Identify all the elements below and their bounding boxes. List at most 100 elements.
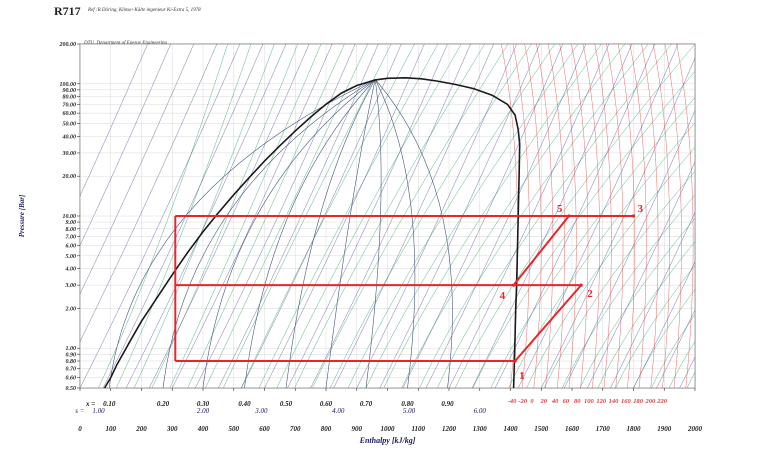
cycle-point-label: 2	[587, 288, 593, 300]
chart-reference: Ref :R.Döring, Klima+Kälte ingenieur Ki-…	[88, 8, 201, 13]
isentrope-line	[287, 44, 448, 388]
isochore-line	[651, 314, 695, 388]
cycle-point-marker	[513, 359, 517, 363]
y-tick-label: 4.00	[65, 267, 77, 273]
quality-label: 0.10	[103, 400, 116, 408]
x-tick-label: 900	[352, 425, 363, 433]
isotherm-line	[594, 44, 612, 388]
isentrope-line	[80, 44, 148, 197]
y-tick-label: 80.00	[63, 95, 77, 101]
y-tick-label: 1.00	[66, 346, 77, 352]
isochore-line	[490, 97, 695, 388]
quality-label: 0.90	[441, 400, 454, 408]
x-tick-label: 1200	[442, 425, 457, 433]
isentrope-line	[587, 161, 695, 388]
superheat-temp-label: -20	[518, 398, 527, 405]
curve-families	[80, 44, 780, 388]
isochore-line	[312, 44, 509, 388]
quality-label: 0.60	[320, 400, 333, 408]
cycle-point-marker	[511, 283, 516, 287]
isochore-line	[383, 44, 602, 388]
y-tick-label: 0.90	[66, 352, 77, 358]
isotherm-line	[652, 44, 671, 388]
isochore-line	[419, 44, 649, 388]
y-tick-label: 10.00	[63, 214, 77, 220]
isentrope-line	[218, 44, 379, 388]
y-tick-label: 0.60	[66, 376, 77, 382]
isentrope-line	[356, 44, 517, 388]
isentrope-line	[80, 44, 195, 295]
x-tick-label: 200	[135, 425, 147, 433]
quality-line	[374, 79, 453, 388]
quality-label: 0.30	[197, 400, 210, 408]
isentrope-line	[379, 44, 540, 388]
isochore-line	[579, 217, 695, 388]
y-axis-title: Pressure [Bar]	[18, 194, 26, 237]
isotherm-line	[536, 44, 554, 388]
isentrope-line	[610, 211, 695, 388]
y-tick-label: 8.00	[66, 227, 77, 233]
x-tick-label: 1600	[565, 425, 580, 433]
x-axis-title: Enthalpy [kJ/kg]	[359, 436, 416, 445]
x-tick-label: 2000	[687, 425, 703, 433]
y-tick-label: 0.50	[66, 386, 77, 392]
cycle-point-marker	[631, 214, 636, 218]
isentrope-line	[471, 44, 633, 388]
isentrope-line	[102, 44, 264, 388]
isentrope-line	[703, 44, 780, 388]
y-tick-label: 60.00	[63, 111, 77, 117]
cycle-point-label: 3	[638, 203, 644, 215]
isochore-line	[597, 241, 695, 388]
isotherm-line	[582, 44, 600, 388]
superheat-temp-label: 60	[563, 398, 570, 405]
y-tick-label: 50.00	[63, 122, 77, 128]
quality-line	[374, 79, 416, 388]
y-tick-label: 90.00	[63, 88, 77, 94]
isentrope-line	[80, 44, 218, 343]
cycle-point-label: 4	[500, 290, 506, 302]
x-tick-label: 700	[290, 425, 301, 433]
isentrope-line	[264, 44, 425, 388]
quality-label: 0.40	[238, 400, 251, 408]
y-tick-label: 70.00	[63, 102, 77, 108]
x-tick-label: 800	[321, 425, 332, 433]
superheat-temp-label: -40	[508, 398, 517, 405]
x-tick-label: 600	[259, 425, 270, 433]
y-tick-label: 6.00	[66, 243, 77, 249]
x-tick-label: 1700	[596, 425, 611, 433]
isochore-line	[151, 44, 298, 388]
isochore-line	[633, 288, 695, 388]
y-tick-label: 9.00	[66, 220, 77, 226]
isotherm-line	[571, 44, 589, 388]
x-tick-label: 1300	[473, 425, 488, 433]
y-tick-label: 0.70	[66, 367, 77, 373]
quality-line	[365, 79, 382, 388]
quality-label: 0.50	[280, 400, 293, 408]
isentrope-line	[448, 44, 610, 388]
saturation-dome	[103, 76, 521, 389]
isotherm-line	[512, 44, 530, 388]
quality-line	[108, 79, 376, 388]
isochore-line	[472, 70, 695, 388]
isochore-line	[276, 44, 462, 388]
y-tick-label: 3.00	[65, 283, 77, 289]
entropy-label: 2.00	[197, 407, 210, 415]
superheat-temp-label: 80	[574, 398, 581, 405]
isochore-line	[116, 44, 252, 388]
y-tick-label: 100.00	[60, 82, 77, 88]
isentrope-line	[241, 44, 402, 388]
x-tick-label: 100	[106, 425, 117, 433]
cycle-point-label: 1	[519, 370, 525, 382]
superheat-temp-label: 220	[656, 398, 668, 405]
y-tick-label: 7.00	[66, 234, 77, 240]
quality-line	[244, 79, 376, 388]
isentrope-line	[564, 110, 695, 388]
superheat-temp-label: 100	[584, 398, 595, 405]
isotherm-line	[524, 44, 542, 388]
isochore-line	[223, 44, 392, 388]
x-tick-label: 500	[229, 425, 240, 433]
quality-line	[325, 79, 376, 388]
isotherm-line	[629, 44, 647, 388]
superheat-temp-label: 200	[645, 398, 657, 405]
